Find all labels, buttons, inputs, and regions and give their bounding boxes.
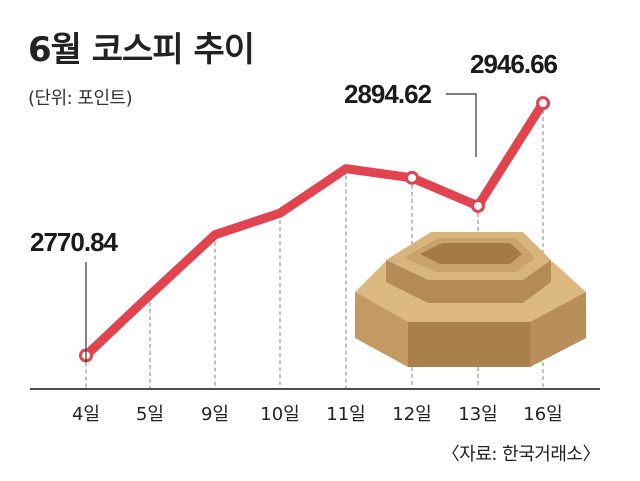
data-label-5: 2894.62 (344, 79, 432, 109)
x-tick-label: 13일 (458, 404, 497, 425)
x-tick-label: 4일 (72, 404, 100, 425)
data-label-7: 2946.66 (470, 49, 558, 79)
data-label-0: 2770.84 (30, 227, 119, 257)
data-labels: 2770.84 2894.62 2946.66 (30, 49, 559, 362)
kospi-line (81, 98, 548, 360)
data-point-6 (471, 198, 485, 213)
source-note: 〈자료: 한국거래소〉 (441, 444, 601, 465)
x-tick-label: 10일 (260, 404, 299, 425)
x-tick-label: 9일 (201, 404, 229, 425)
data-point-5 (405, 170, 419, 185)
x-tick-label: 11일 (326, 404, 365, 425)
unit-label: (단위: 포인트) (28, 88, 133, 109)
leader-line-5 (446, 93, 477, 157)
x-tick-label: 5일 (136, 404, 164, 425)
x-tick-label: 12일 (392, 404, 431, 425)
kospi-series (81, 98, 548, 360)
data-point-7 (536, 96, 550, 111)
x-tick-labels: 4일 5일 9일 10일 11일 12일 13일 16일 (72, 404, 563, 425)
chart-title: 6월 코스피 추이 (28, 30, 255, 70)
hexagonal-box-illustration (355, 232, 586, 367)
x-tick-label: 16일 (523, 404, 562, 425)
